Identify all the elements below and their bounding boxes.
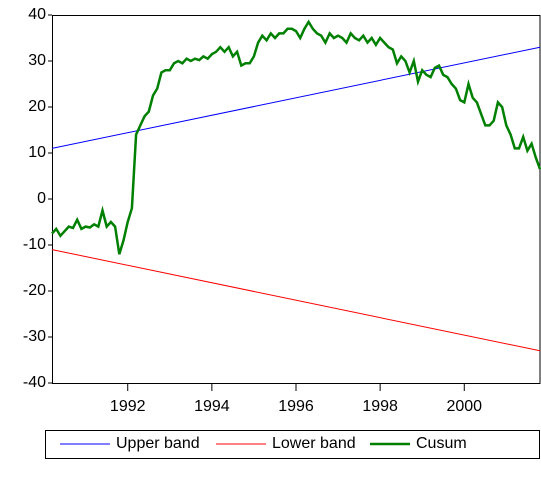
y-tick-label: -40 — [23, 374, 46, 391]
y-tick-label: 40 — [28, 6, 46, 23]
y-tick-label: -10 — [23, 236, 46, 253]
x-tick-label: 1994 — [194, 398, 230, 415]
x-tick-label: 1998 — [362, 398, 398, 415]
legend-label: Lower band — [272, 435, 356, 452]
y-tick-label: -30 — [23, 328, 46, 345]
y-tick-label: 10 — [28, 144, 46, 161]
y-tick-label: 20 — [28, 98, 46, 115]
legend: Upper band Lower band Cusum — [60, 435, 467, 452]
series-line — [51, 249, 541, 352]
legend-label: Cusum — [416, 435, 467, 452]
y-tick-label: -20 — [23, 282, 46, 299]
x-tick-label: 1992 — [110, 398, 146, 415]
series-line — [51, 46, 541, 149]
y-tick-label: 0 — [37, 190, 46, 207]
legend-box — [45, 430, 540, 459]
x-tick-label: 2000 — [446, 398, 482, 415]
series-line — [51, 19, 541, 255]
y-tick-label: 30 — [28, 52, 46, 69]
plot-frame — [52, 15, 541, 384]
x-tick-label: 1996 — [278, 398, 314, 415]
legend-label: Upper band — [116, 435, 200, 452]
